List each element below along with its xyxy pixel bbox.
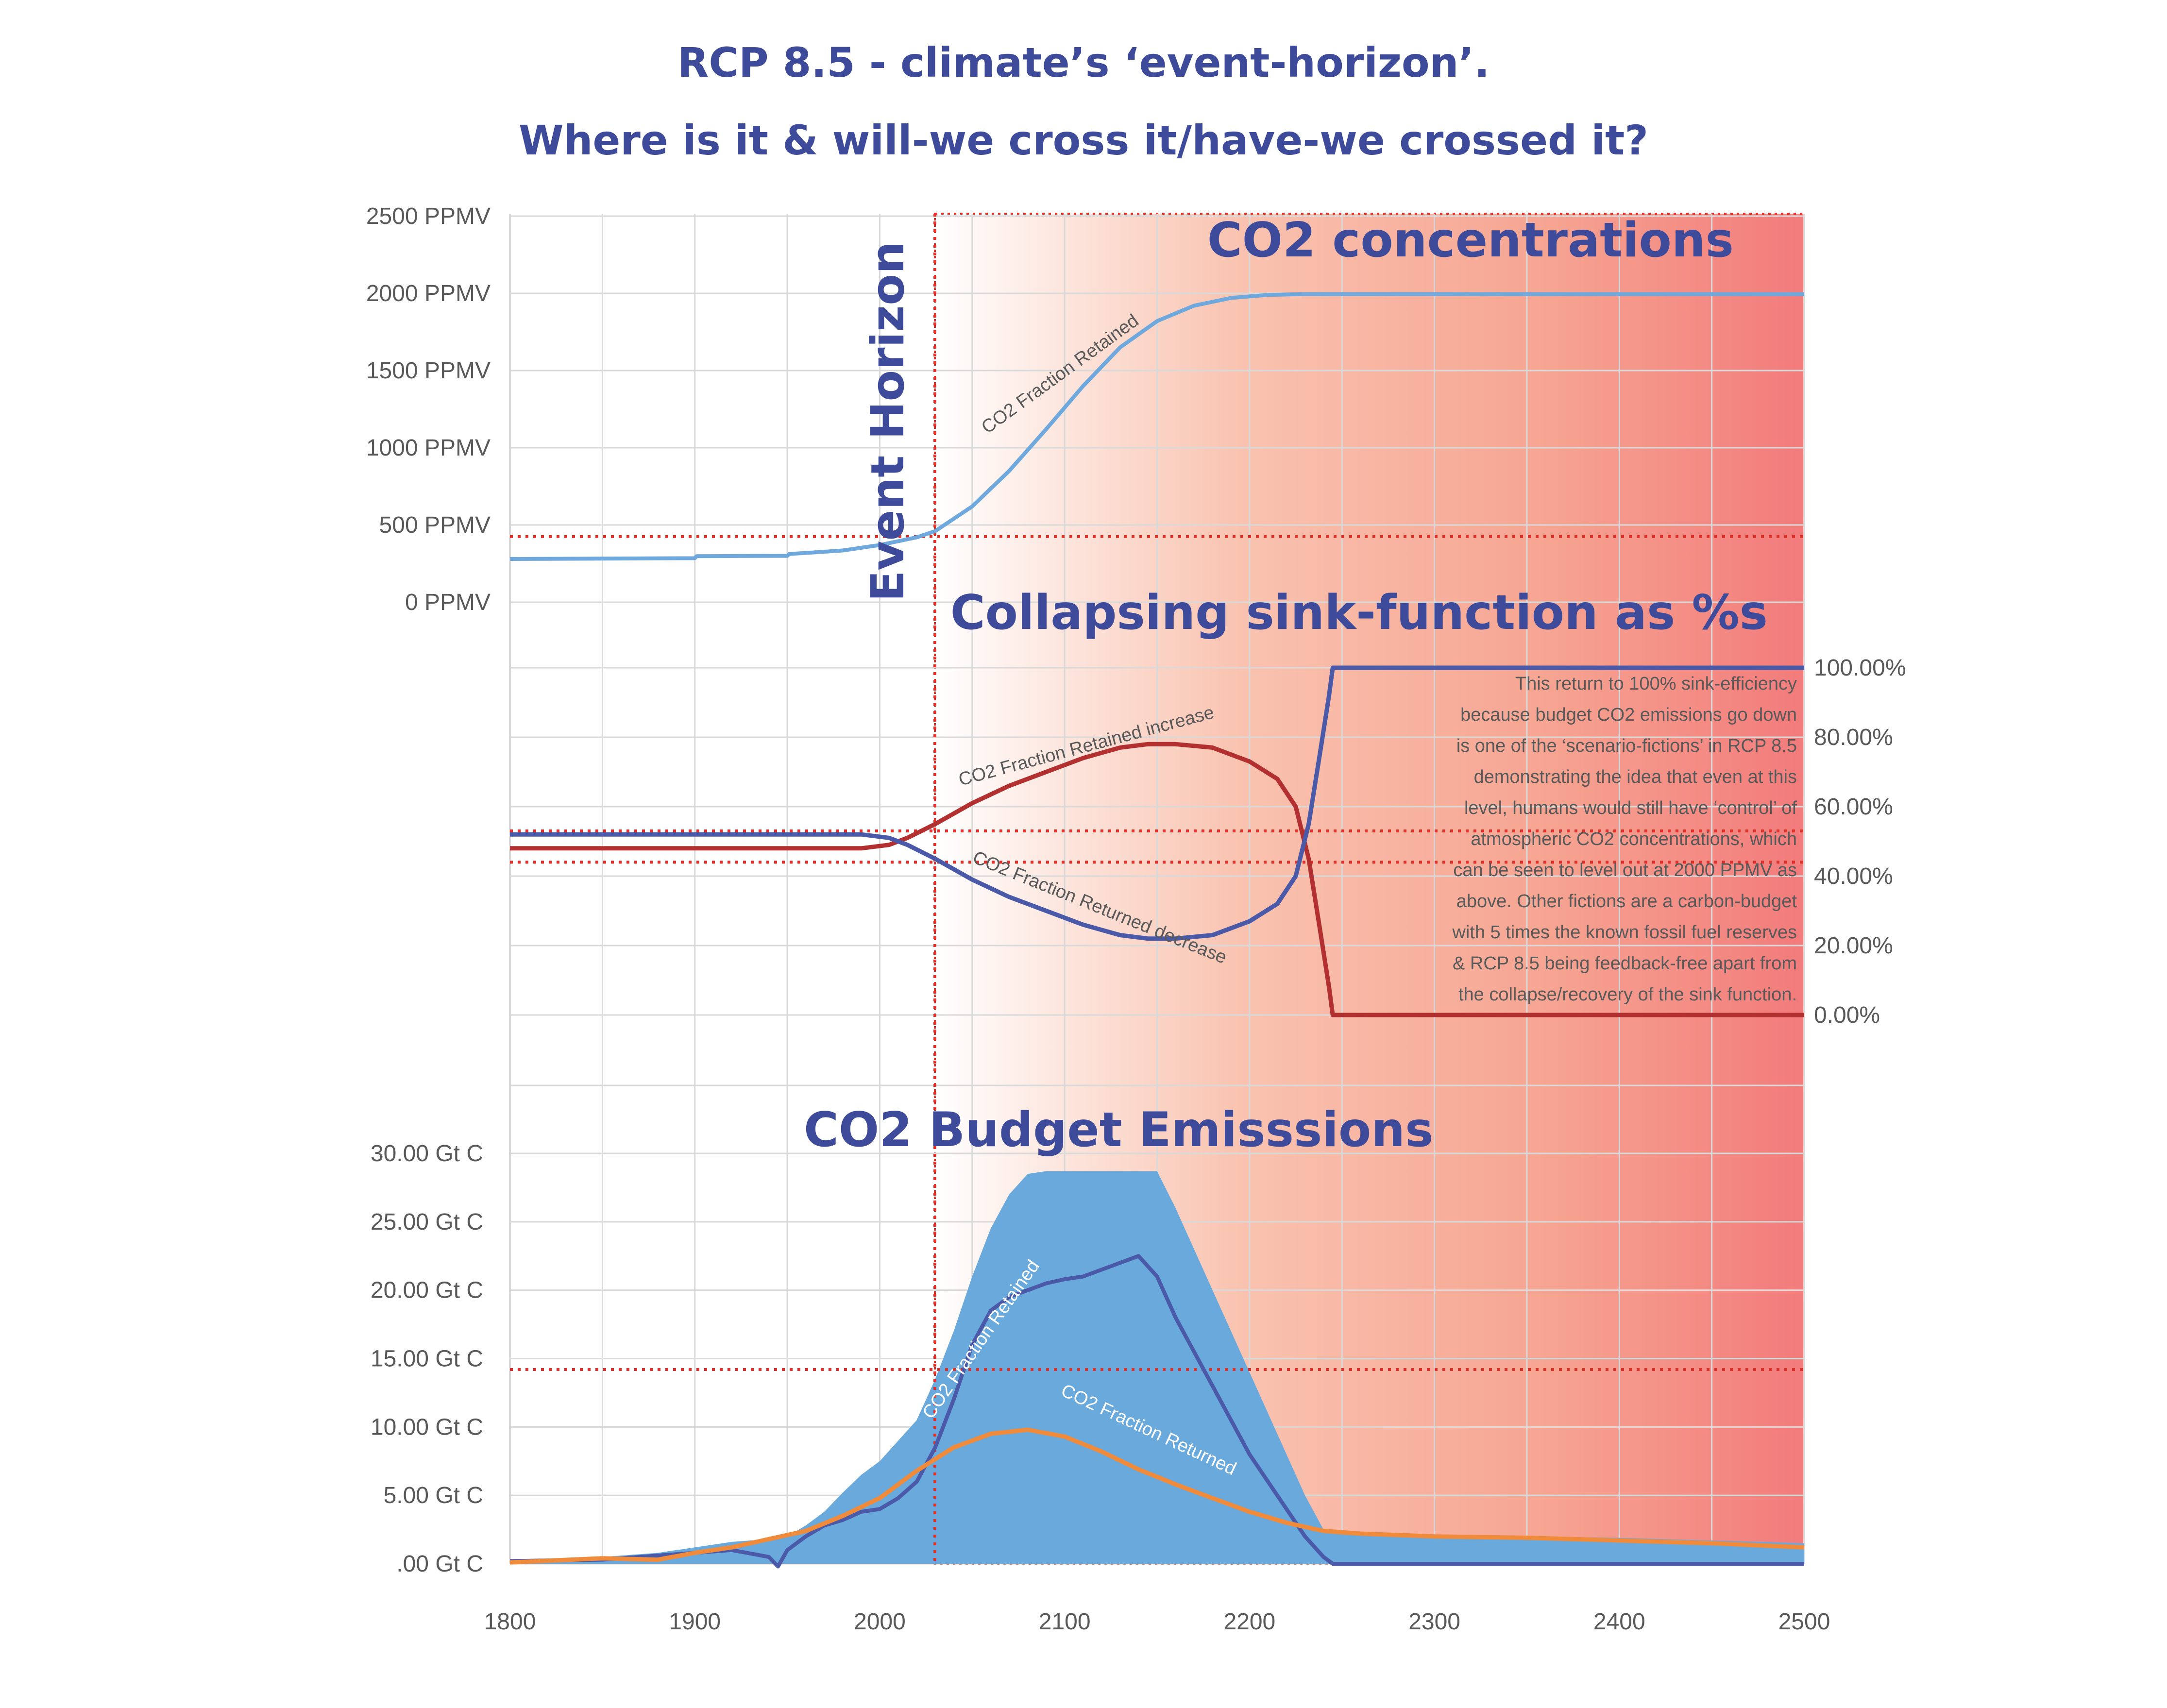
annotation-line: can be seen to level out at 2000 PPMV as <box>1453 860 1797 880</box>
mid-y-tick-label: 40.00% <box>1814 863 1893 889</box>
budget-emissions-area <box>510 1171 1804 1564</box>
bottom-y-tick-label: 15.00 Gt C <box>371 1346 483 1372</box>
panel-title-concentrations: CO2 concentrations <box>1207 213 1734 268</box>
top-y-tick-label: 1500 PPMV <box>366 358 491 384</box>
annotation-line: This return to 100% sink-efficiency <box>1515 674 1797 694</box>
reference-lines <box>510 214 1804 1564</box>
bottom-y-tick-label: 30.00 Gt C <box>371 1141 483 1167</box>
chart-title-line1: RCP 8.5 - climate’s ‘event-horizon’. <box>677 39 1490 86</box>
annotation-note: This return to 100% sink-efficiency becau… <box>1452 674 1797 1005</box>
chart-title-line2: Where is it & will-we cross it/have-we c… <box>519 117 1648 164</box>
annotation-line: & RCP 8.5 being feedback-free apart from <box>1453 953 1797 974</box>
x-tick-label: 1800 <box>484 1609 536 1635</box>
mid-y-tick-label: 20.00% <box>1814 933 1893 959</box>
series-lines <box>509 292 1805 1569</box>
annotation-line: atmospheric CO2 concentrations, which <box>1471 829 1797 849</box>
x-tick-label: 2200 <box>1223 1609 1275 1635</box>
annotation-line: above. Other fictions are a carbon-budge… <box>1456 891 1797 912</box>
grid <box>509 214 1805 1565</box>
top-y-tick-label: 1000 PPMV <box>366 435 491 461</box>
annotation-line: demonstrating the idea that even at this <box>1474 767 1797 787</box>
panel-title-budget: CO2 Budget Emisssions <box>804 1102 1433 1158</box>
series-retained-increase <box>510 742 1804 1017</box>
top-y-tick-label: 2500 PPMV <box>366 203 491 229</box>
series-returned-decrease <box>510 665 1804 941</box>
mid-y-tick-label: 100.00% <box>1814 655 1906 681</box>
bottom-y-tick-label: 5.00 Gt C <box>384 1483 483 1508</box>
budget-area <box>510 1171 1804 1564</box>
bottom-y-tick-label: 25.00 Gt C <box>371 1209 483 1235</box>
mid-y-tick-label: 0.00% <box>1814 1002 1880 1028</box>
annotation-line: with 5 times the known fossil fuel reser… <box>1452 922 1797 943</box>
x-tick-label: 1900 <box>669 1609 721 1635</box>
annotation-line: level, humans would still have ‘control’… <box>1464 798 1797 818</box>
tick-labels: 1800 1900 2000 2100 2200 2300 2400 2500 0 PPMV 50… <box>366 203 1906 1635</box>
top-y-tick-label: 2000 PPMV <box>366 281 491 306</box>
series-budget-returned <box>509 1427 1805 1565</box>
mid-y-tick-label: 80.00% <box>1814 725 1893 750</box>
x-tick-label: 2500 <box>1778 1609 1830 1635</box>
bottom-y-tick-label: 20.00 Gt C <box>371 1278 483 1303</box>
annotation-line: because budget CO2 emissions go down <box>1460 705 1797 725</box>
x-tick-label: 2100 <box>1039 1609 1091 1635</box>
series-budget-retained <box>509 1254 1804 1569</box>
top-y-tick-label: 500 PPMV <box>379 512 491 538</box>
x-tick-label: 2300 <box>1408 1609 1460 1635</box>
x-tick-label: 2000 <box>854 1609 906 1635</box>
series-co2-concentration <box>509 292 1804 561</box>
bottom-y-tick-label: 10.00 Gt C <box>371 1414 483 1440</box>
x-tick-label: 2400 <box>1593 1609 1645 1635</box>
panel-title-sink: Collapsing sink-function as %s <box>950 585 1768 641</box>
top-y-tick-label: 0 PPMV <box>405 590 491 615</box>
mid-y-tick-label: 60.00% <box>1814 794 1893 820</box>
event-horizon-label: Event Horizon <box>862 241 914 602</box>
annotation-line: the collapse/recovery of the sink functi… <box>1458 984 1797 1005</box>
annotation-line: is one of the ‘scenario-fictions’ in RCP… <box>1456 736 1797 756</box>
bottom-y-tick-label: .00 Gt C <box>396 1551 483 1577</box>
